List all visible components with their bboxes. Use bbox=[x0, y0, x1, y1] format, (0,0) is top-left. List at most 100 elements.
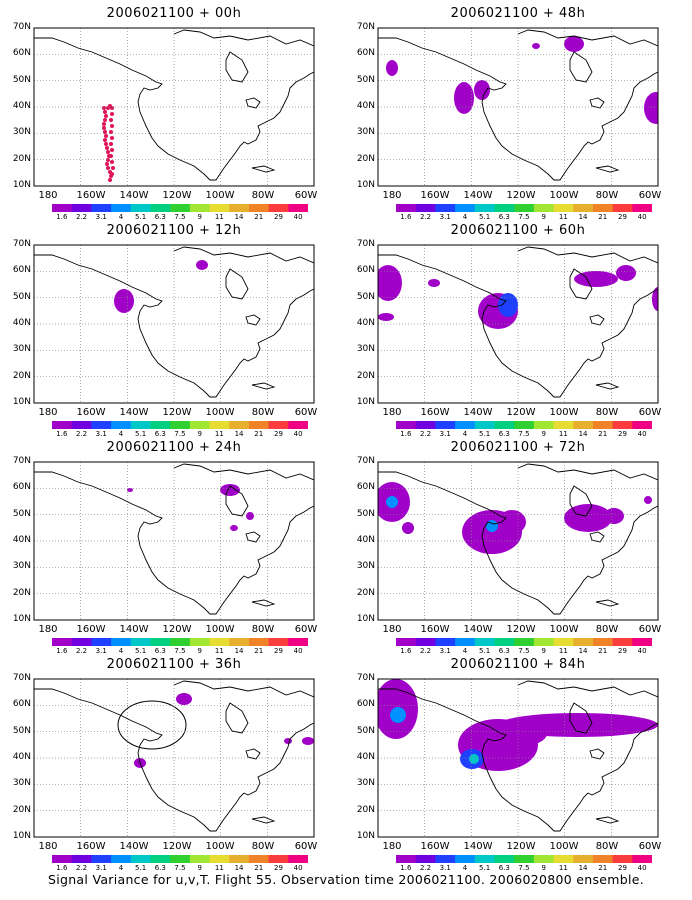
colorbar-label: 3.1 bbox=[95, 647, 107, 655]
colorbar-label: 1.6 bbox=[400, 213, 412, 221]
colorbar-label: 7.5 bbox=[174, 647, 186, 655]
observation-dot bbox=[110, 148, 114, 152]
colorbar-label: 14 bbox=[578, 213, 588, 221]
longitude-label: 80W bbox=[595, 190, 619, 201]
longitude-label: 120W bbox=[506, 624, 536, 635]
colorbar-label: 5.1 bbox=[135, 430, 147, 438]
map-panel-60h: 2006021100 + 60h 70N 60N 50N 40N 30N 20N 10N 180… bbox=[348, 223, 688, 438]
panel-title: 2006021100 + 84h bbox=[450, 657, 586, 672]
longitude-label: 80W bbox=[251, 841, 275, 852]
colorbar-label: 7.5 bbox=[174, 864, 186, 872]
longitude-label: 180 bbox=[38, 407, 58, 418]
colorbar-label: 40 bbox=[293, 864, 303, 872]
latitude-label: 40N bbox=[12, 752, 31, 762]
colorbar-label: 1.6 bbox=[56, 213, 68, 221]
longitude-label: 80W bbox=[595, 841, 619, 852]
variance-shading bbox=[574, 271, 618, 287]
longitude-label: 80W bbox=[251, 624, 275, 635]
colorbar bbox=[52, 855, 308, 863]
colorbar-label: 40 bbox=[637, 430, 647, 438]
latitude-label: 40N bbox=[12, 101, 31, 111]
map-panel-24h: 2006021100 + 24h 70N 60N 50N 40N 30N 20N 10N 180… bbox=[4, 440, 344, 655]
variance-shading bbox=[469, 754, 479, 764]
longitude-label: 60W bbox=[638, 190, 662, 201]
variance-shading bbox=[644, 92, 658, 124]
colorbar-label: 1.6 bbox=[56, 864, 68, 872]
longitude-label: 160W bbox=[420, 407, 450, 418]
variance-shading bbox=[386, 60, 398, 76]
latitude-label: 10N bbox=[12, 831, 31, 841]
latitude-label: 70N bbox=[356, 456, 375, 466]
panel-title: 2006021100 + 12h bbox=[106, 223, 242, 238]
map-canvas bbox=[377, 27, 659, 187]
colorbar-label: 6.3 bbox=[154, 430, 166, 438]
map-canvas bbox=[33, 244, 315, 404]
latitude-label: 10N bbox=[356, 397, 375, 407]
colorbar-label: 9 bbox=[541, 864, 546, 872]
colorbar-label: 1.6 bbox=[56, 647, 68, 655]
latitude-label: 20N bbox=[12, 587, 31, 598]
latitude-label: 40N bbox=[356, 752, 375, 762]
latitude-label: 20N bbox=[356, 587, 375, 598]
colorbar-label: 11 bbox=[214, 864, 224, 872]
longitude-label: 120W bbox=[162, 624, 192, 635]
observation-dot bbox=[102, 122, 106, 126]
longitude-label: 180 bbox=[382, 841, 402, 852]
longitude-label: 140W bbox=[463, 841, 493, 852]
colorbar-label: 11 bbox=[558, 647, 568, 655]
observation-dot bbox=[105, 146, 109, 150]
latitude-label: 10N bbox=[356, 180, 375, 190]
latitude-label: 20N bbox=[12, 153, 31, 164]
map-panel-36h: 2006021100 + 36h 70N 60N 50N 40N 30N 20N 10N 180… bbox=[4, 657, 344, 872]
variance-shading bbox=[302, 737, 314, 745]
colorbar-label: 7.5 bbox=[174, 430, 186, 438]
colorbar-label: 6.3 bbox=[498, 430, 510, 438]
colorbar-label: 5.1 bbox=[479, 864, 491, 872]
longitude-label: 180 bbox=[38, 190, 58, 201]
longitude-label: 100W bbox=[549, 190, 579, 201]
variance-shading bbox=[604, 508, 624, 524]
colorbar-label: 9 bbox=[197, 647, 202, 655]
colorbar-label: 2.2 bbox=[75, 213, 88, 221]
colorbar-label: 29 bbox=[273, 213, 283, 221]
colorbar-label: 29 bbox=[617, 430, 627, 438]
longitude-label: 120W bbox=[162, 407, 192, 418]
target-region-outline bbox=[117, 700, 187, 750]
colorbar-label: 6.3 bbox=[154, 864, 166, 872]
variance-shading bbox=[230, 525, 238, 531]
latitude-label: 70N bbox=[12, 456, 31, 466]
latitude-label: 70N bbox=[356, 673, 375, 683]
colorbar-label: 29 bbox=[273, 864, 283, 872]
colorbar-label: 5.1 bbox=[479, 647, 491, 655]
latitude-label: 60N bbox=[12, 48, 31, 59]
colorbar-label: 14 bbox=[234, 647, 244, 655]
colorbar-label: 2.2 bbox=[75, 864, 88, 872]
longitude-label: 100W bbox=[549, 841, 579, 852]
colorbar bbox=[396, 204, 652, 212]
map-panel-48h: 2006021100 + 48h 70N 60N 50N 40N 30N 20N 10N 180… bbox=[348, 6, 688, 221]
latitude-label: 10N bbox=[12, 614, 31, 624]
colorbar-label: 29 bbox=[617, 864, 627, 872]
longitude-label: 160W bbox=[420, 624, 450, 635]
latitude-label: 60N bbox=[356, 699, 375, 710]
observation-dot bbox=[102, 126, 106, 130]
panel-title: 2006021100 + 48h bbox=[450, 6, 586, 21]
longitude-label: 60W bbox=[638, 624, 662, 635]
colorbar-label: 9 bbox=[541, 213, 546, 221]
longitude-label: 60W bbox=[638, 407, 662, 418]
observation-dot bbox=[110, 124, 114, 128]
colorbar-label: 21 bbox=[254, 213, 264, 221]
longitude-label: 100W bbox=[549, 624, 579, 635]
longitude-label: 140W bbox=[119, 624, 149, 635]
colorbar-label: 40 bbox=[637, 647, 647, 655]
colorbar-label: 2.2 bbox=[419, 647, 432, 655]
colorbar-label: 3.1 bbox=[95, 430, 107, 438]
latitude-label: 30N bbox=[356, 127, 375, 138]
observation-dot bbox=[105, 162, 109, 166]
colorbar-label: 11 bbox=[214, 430, 224, 438]
colorbar bbox=[52, 204, 308, 212]
colorbar bbox=[396, 421, 652, 429]
observation-dot bbox=[102, 106, 106, 110]
colorbar-label: 3.1 bbox=[439, 430, 451, 438]
variance-shading bbox=[390, 707, 406, 723]
